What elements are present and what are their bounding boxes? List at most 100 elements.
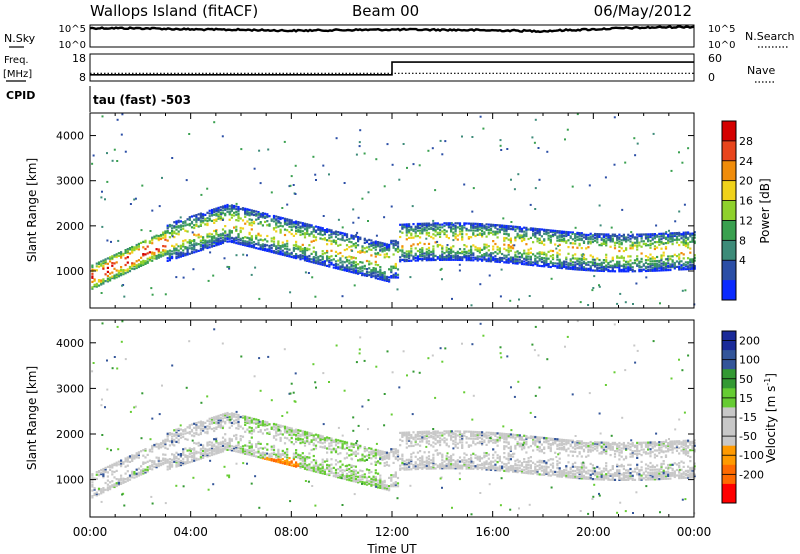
power-cell [454,222,457,225]
velocity-cell [350,453,353,456]
power-cell [507,260,510,263]
power-cell [102,262,105,265]
power-cell [102,266,105,269]
velocity-cell [352,469,355,472]
power-cell [221,241,225,245]
velocity-cell [392,453,395,456]
velocity-cell [328,442,331,445]
power-cell [436,227,439,230]
power-cell [625,267,628,270]
power-cell [660,240,663,244]
power-cell [419,248,422,251]
velocity-cell [264,446,267,449]
power-cell [427,227,431,231]
power-cell [574,226,577,229]
power-cell [569,267,572,270]
power-cell [463,222,466,225]
power-cell [102,264,105,267]
power-cell [372,269,375,272]
power-cell [312,235,315,238]
power-cell [605,260,608,263]
power-cell [350,270,353,274]
power-cell [290,226,293,229]
power-cell [489,252,493,255]
power-cell [618,262,621,265]
power-cell [618,263,621,266]
power-cell [616,255,619,258]
velocity-cell [195,432,198,436]
velocity-cell [250,429,253,432]
power-cell [124,272,127,275]
power-cell [421,225,424,228]
power-cell [226,240,229,243]
power-cell [465,254,468,258]
velocity-cell [142,472,145,475]
power-cell [522,235,525,238]
velocity-cell [199,427,202,430]
power-cell [669,255,672,258]
power-cell [184,246,187,249]
power-cell [671,264,674,267]
velocity-cell [239,450,242,453]
power-cell [492,233,495,236]
velocity-cell [175,465,178,468]
power-cell [186,249,189,252]
velocity-cell [281,458,284,461]
power-cell [168,256,171,259]
velocity-cell [148,450,151,453]
power-cell [520,235,524,238]
power-cell [221,236,225,239]
velocity-cell [379,452,382,455]
velocity-cell [206,432,209,435]
velocity-cell [153,461,156,464]
power-cell [540,252,543,255]
power-cell [255,247,258,250]
velocity-cell [286,463,289,466]
velocity-cell [272,451,276,454]
power-cell [215,231,218,235]
power-cell [388,246,391,249]
power-cell [408,230,411,233]
power-cell [565,258,568,261]
velocity-cell [321,465,324,468]
power-cell [609,270,612,273]
power-cell [669,268,672,272]
velocity-cell [257,447,260,450]
power-cell [246,254,248,257]
velocity-cell [392,482,395,485]
power-cell [330,232,333,235]
velocity-cell [120,474,123,477]
power-cell [693,233,696,236]
power-cell [224,234,227,237]
power-cell [343,234,346,237]
power-cell [474,226,477,229]
power-cell [651,268,654,271]
power-cell [383,249,386,252]
power-cell [202,238,205,242]
power-cell [556,235,559,238]
power-cell [571,231,574,234]
power-cell [456,250,459,253]
power-cell [545,230,548,233]
power-cell [244,211,247,214]
power-cell [569,231,572,234]
power-cell [649,257,652,260]
power-cell [507,234,510,237]
power-cell [144,262,147,265]
power-cell [547,257,550,260]
power-cell [179,255,182,258]
power-cell [478,224,481,227]
power-cell [250,212,253,215]
power-cell [512,244,515,247]
velocity-cell [175,436,178,439]
power-cell [465,256,468,259]
power-cell [454,256,457,259]
power-cell [472,229,475,232]
power-cell [257,232,260,235]
velocity-cell [297,463,300,466]
velocity-cell [248,441,251,444]
power-cell [509,246,512,250]
power-cell [111,276,114,280]
power-cell [396,248,400,251]
power-cell [609,240,612,243]
